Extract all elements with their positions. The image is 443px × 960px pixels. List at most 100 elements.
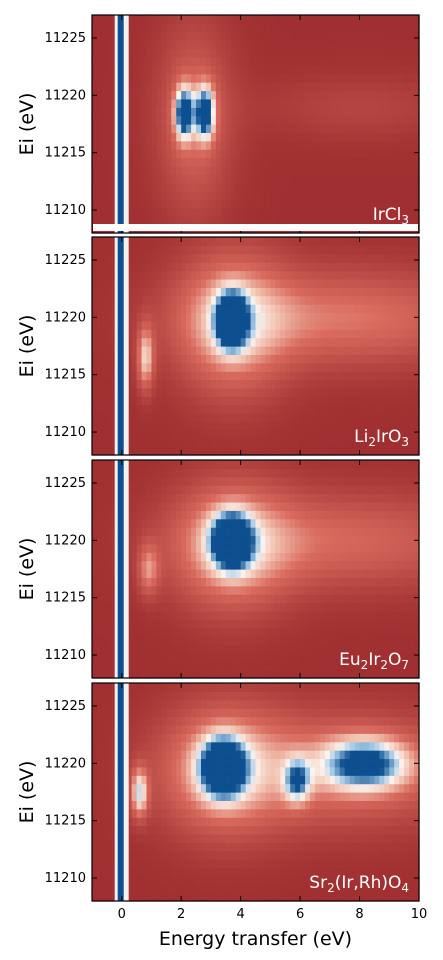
heatmap-cell	[285, 65, 291, 75]
heatmap-cell	[171, 619, 177, 629]
heatmap-cell	[300, 312, 306, 322]
heatmap-cell	[314, 48, 321, 58]
heatmap-cell	[141, 56, 148, 66]
heatmap-cell	[339, 56, 346, 66]
heatmap-cell	[171, 518, 177, 528]
heatmap-cell	[389, 493, 395, 503]
heatmap-cell	[364, 82, 371, 92]
heatmap-cell	[329, 652, 336, 662]
heatmap-cell	[255, 371, 262, 381]
heatmap-cell	[101, 404, 108, 414]
heatmap-cell	[369, 31, 375, 41]
heatmap-cell	[290, 15, 296, 24]
heatmap-cell	[136, 421, 143, 431]
heatmap-cell	[151, 644, 157, 654]
heatmap-cell	[220, 174, 227, 184]
heatmap-cell	[399, 619, 405, 629]
heatmap-cell	[225, 90, 232, 100]
heatmap-cell	[275, 304, 281, 314]
heatmap-cell	[230, 421, 237, 431]
heatmap-cell	[136, 132, 143, 142]
heatmap-cell	[344, 157, 351, 167]
heatmap-cell	[111, 387, 118, 397]
heatmap-cell	[245, 287, 252, 297]
heatmap-cell	[96, 253, 103, 263]
heatmap-cell	[305, 354, 311, 364]
heatmap-cell	[210, 669, 217, 679]
heatmap-cell	[404, 510, 410, 520]
heatmap-cell	[364, 31, 371, 41]
heatmap-cell	[255, 320, 262, 330]
heatmap-cell	[146, 438, 153, 448]
heatmap-cell	[305, 320, 311, 330]
heatmap-cell	[186, 157, 192, 167]
heatmap-cell	[280, 421, 286, 431]
heatmap-cell	[305, 371, 311, 381]
heatmap-cell	[275, 165, 281, 175]
heatmap-cell	[364, 552, 371, 562]
heatmap-cell	[240, 485, 247, 495]
heatmap-cell	[394, 438, 400, 448]
heatmap-cell	[389, 543, 395, 553]
heatmap-cell	[394, 253, 400, 263]
heatmap-cell	[300, 396, 306, 406]
heatmap-cell	[196, 636, 202, 646]
heatmap-cell	[310, 295, 316, 305]
heatmap-cell	[349, 90, 356, 100]
heatmap-cell	[92, 48, 98, 58]
heatmap-cell	[384, 610, 390, 620]
heatmap-cell	[324, 31, 331, 41]
heatmap-cell	[205, 438, 212, 448]
heatmap-cell	[171, 132, 177, 142]
heatmap-cell	[176, 329, 182, 339]
heatmap-cell	[181, 354, 187, 364]
heatmap-cell	[295, 174, 301, 184]
heatmap-cell	[186, 577, 192, 587]
heatmap-cell	[290, 594, 296, 604]
heatmap-cell	[349, 65, 356, 75]
heatmap-cell	[265, 304, 271, 314]
heatmap-cell	[181, 669, 187, 679]
heatmap-cell	[324, 320, 331, 330]
heatmap-cell	[255, 287, 262, 297]
heatmap-cell	[295, 262, 301, 272]
heatmap-cell	[300, 527, 306, 537]
heatmap-cell	[240, 207, 247, 217]
heatmap-cell	[96, 527, 103, 537]
heatmap-cell	[290, 73, 296, 83]
heatmap-cell	[201, 585, 207, 595]
heatmap-cell	[310, 387, 316, 397]
heatmap-cell	[305, 216, 311, 226]
heatmap-cell	[275, 262, 281, 272]
heatmap-cell	[270, 354, 276, 364]
heatmap-cell	[101, 644, 108, 654]
heatmap-cell	[364, 577, 371, 587]
heatmap-cell	[285, 31, 291, 41]
heatmap-cell	[101, 669, 108, 679]
heatmap-cell	[354, 560, 361, 570]
heatmap-cell	[101, 182, 108, 192]
heatmap-cell	[96, 304, 103, 314]
heatmap-cell	[240, 429, 247, 439]
heatmap-cell	[245, 429, 252, 439]
heatmap-cell	[374, 602, 380, 612]
heatmap-cell	[92, 115, 98, 125]
heatmap-cell	[151, 619, 157, 629]
heatmap-cell	[181, 191, 187, 201]
heatmap-cell	[151, 346, 157, 355]
heatmap-cell	[156, 438, 162, 448]
heatmap-cell	[215, 569, 222, 578]
heatmap-cell	[126, 245, 133, 255]
heatmap-cell	[201, 149, 207, 159]
heatmap-cell	[275, 320, 281, 330]
heatmap-cell	[230, 140, 237, 150]
heatmap-cell	[290, 379, 296, 389]
heatmap-cell	[106, 107, 113, 117]
heatmap-cell	[171, 569, 177, 578]
heatmap-cell	[379, 98, 385, 108]
heatmap-cell	[101, 295, 108, 305]
heatmap-cell	[201, 115, 207, 125]
heatmap-cell	[280, 295, 286, 305]
heatmap-cell	[339, 346, 346, 355]
heatmap-cell	[354, 493, 361, 503]
